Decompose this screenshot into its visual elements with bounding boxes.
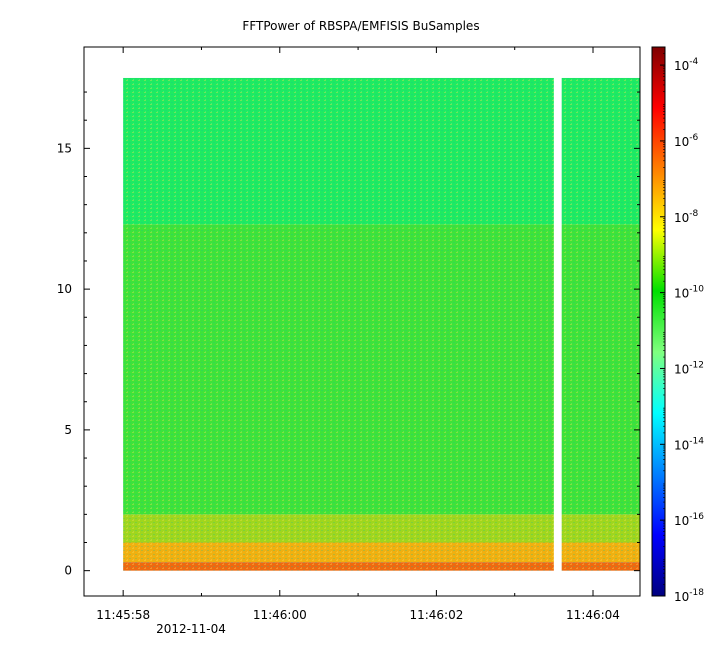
colorbar-tick-label: 10-12 [674, 360, 704, 376]
spectrogram-texture [123, 77, 641, 571]
x-date-label: 2012-11-04 [156, 622, 226, 636]
colorbar-tick-label: 10-14 [674, 436, 704, 452]
x-axis: 11:45:58 11:46:00 11:46:02 11:46:04 [96, 47, 620, 622]
colorbar-tick-label: 10-6 [674, 133, 699, 149]
heatmap-area [123, 76, 641, 572]
data-gap [553, 76, 562, 572]
y-tick-label: 10 [57, 282, 72, 296]
colorbar-tick-label: 10-16 [674, 512, 704, 528]
y-axis: 0 5 10 15 [57, 91, 640, 578]
x-tick-label: 11:46:04 [566, 608, 620, 622]
plot-frame [83, 46, 641, 597]
y-tick-label: 0 [64, 564, 72, 578]
colorbar-tick-label: 10-4 [674, 57, 699, 73]
x-tick-label: 11:46:02 [409, 608, 463, 622]
y-tick-label: 5 [64, 423, 72, 437]
colorbar-tick-label: 10-18 [674, 588, 704, 604]
x-tick-label: 11:45:58 [96, 608, 150, 622]
x-tick-label: 11:46:00 [253, 608, 307, 622]
colorbar-axis: 10-4 10-6 10-8 10-10 10-12 10-14 10-16 10-18 [660, 53, 704, 604]
chart-title: FFTPower of RBSPA/EMFISIS BuSamples [242, 19, 479, 33]
colorbar-tick-label: 10-10 [674, 285, 704, 301]
colorbar [651, 46, 666, 597]
colorbar-tick-label: 10-8 [674, 209, 699, 225]
y-tick-label: 15 [57, 141, 72, 155]
